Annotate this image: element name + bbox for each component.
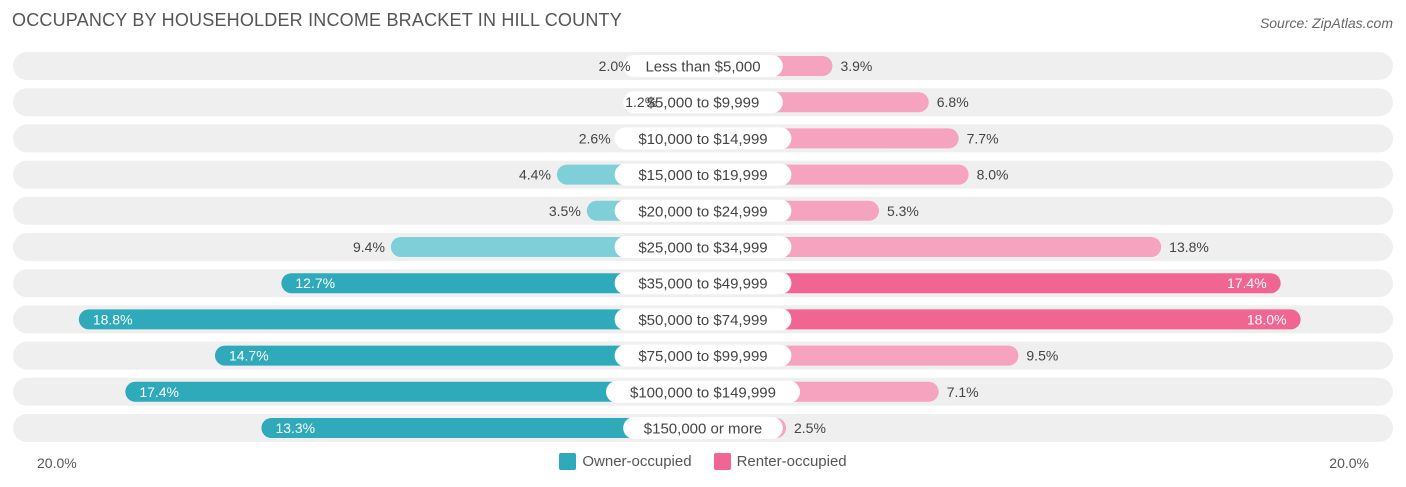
owner-bar [78, 309, 704, 330]
renter-value-label: 7.1% [947, 384, 979, 400]
owner-value-label: 3.5% [549, 203, 581, 219]
renter-value-label: 18.0% [1247, 311, 1287, 327]
renter-value-label: 8.0% [977, 167, 1009, 183]
category-label-bg [614, 236, 792, 258]
renter-value-label: 17.4% [1227, 275, 1267, 291]
legend-owner-label: Owner-occupied [582, 453, 692, 470]
category-label-bg [623, 91, 783, 114]
category-label: Less than $5,000 [645, 59, 760, 76]
source-label: Source: ZipAtlas.com [1259, 15, 1393, 31]
renter-value-label: 2.5% [794, 420, 826, 436]
owner-value-label: 17.4% [139, 384, 179, 400]
owner-value-label: 2.6% [579, 130, 611, 146]
category-label: $150,000 or more [644, 421, 762, 438]
owner-value-label: 1.2% [625, 94, 657, 110]
category-label-bg [623, 417, 783, 439]
renter-value-label: 5.3% [887, 203, 919, 219]
renter-bar [703, 273, 1281, 294]
category-label-bg [614, 272, 792, 295]
renter-bar [703, 309, 1301, 330]
category-label: $100,000 to $149,999 [630, 384, 776, 401]
owner-value-label: 4.4% [519, 167, 551, 183]
category-label-bg [623, 55, 783, 77]
renter-value-label: 3.9% [840, 58, 872, 74]
renter-value-label: 13.8% [1169, 239, 1209, 255]
category-label: $50,000 to $74,999 [638, 312, 767, 329]
axis-left-label: 20.0% [37, 455, 77, 471]
category-label: $35,000 to $49,999 [638, 276, 767, 293]
owner-bar [214, 345, 703, 366]
category-label: $20,000 to $24,999 [638, 203, 767, 220]
renter-value-label: 9.5% [1026, 348, 1058, 364]
category-label: $10,000 to $14,999 [638, 131, 767, 148]
legend-item-renter[interactable]: Renter-occupied [713, 453, 847, 470]
renter-value-label: 7.7% [967, 130, 999, 146]
owner-value-label: 14.7% [229, 348, 269, 364]
renter-value-label: 6.8% [937, 94, 969, 110]
category-label-bg [606, 380, 800, 403]
owner-bar [281, 273, 703, 294]
owner-value-label: 9.4% [353, 239, 385, 255]
owner-bar [261, 418, 703, 438]
owner-bar [125, 381, 703, 402]
owner-value-label: 18.8% [93, 311, 133, 327]
renter-swatch [713, 453, 731, 470]
legend: Owner-occupied Renter-occupied [0, 453, 1406, 470]
category-label: $75,000 to $99,999 [638, 348, 767, 365]
category-label-bg [614, 199, 792, 222]
legend-renter-label: Renter-occupied [736, 453, 847, 470]
category-label-bg [614, 308, 792, 331]
owner-value-label: 12.7% [295, 275, 335, 291]
owner-value-label: 2.0% [599, 58, 631, 74]
category-label: $5,000 to $9,999 [647, 95, 760, 112]
category-label: $25,000 to $34,999 [638, 240, 767, 257]
category-label-bg [614, 127, 792, 150]
chart-title: OCCUPANCY BY HOUSEHOLDER INCOME BRACKET … [12, 10, 622, 30]
legend-item-owner[interactable]: Owner-occupied [559, 453, 692, 470]
category-label-bg [614, 163, 792, 186]
owner-value-label: 13.3% [275, 420, 315, 436]
owner-swatch [559, 453, 577, 470]
category-label-bg [614, 344, 792, 367]
category-label: $15,000 to $19,999 [638, 167, 767, 184]
axis-right-label: 20.0% [1329, 455, 1369, 471]
renter-bar [703, 237, 1162, 257]
